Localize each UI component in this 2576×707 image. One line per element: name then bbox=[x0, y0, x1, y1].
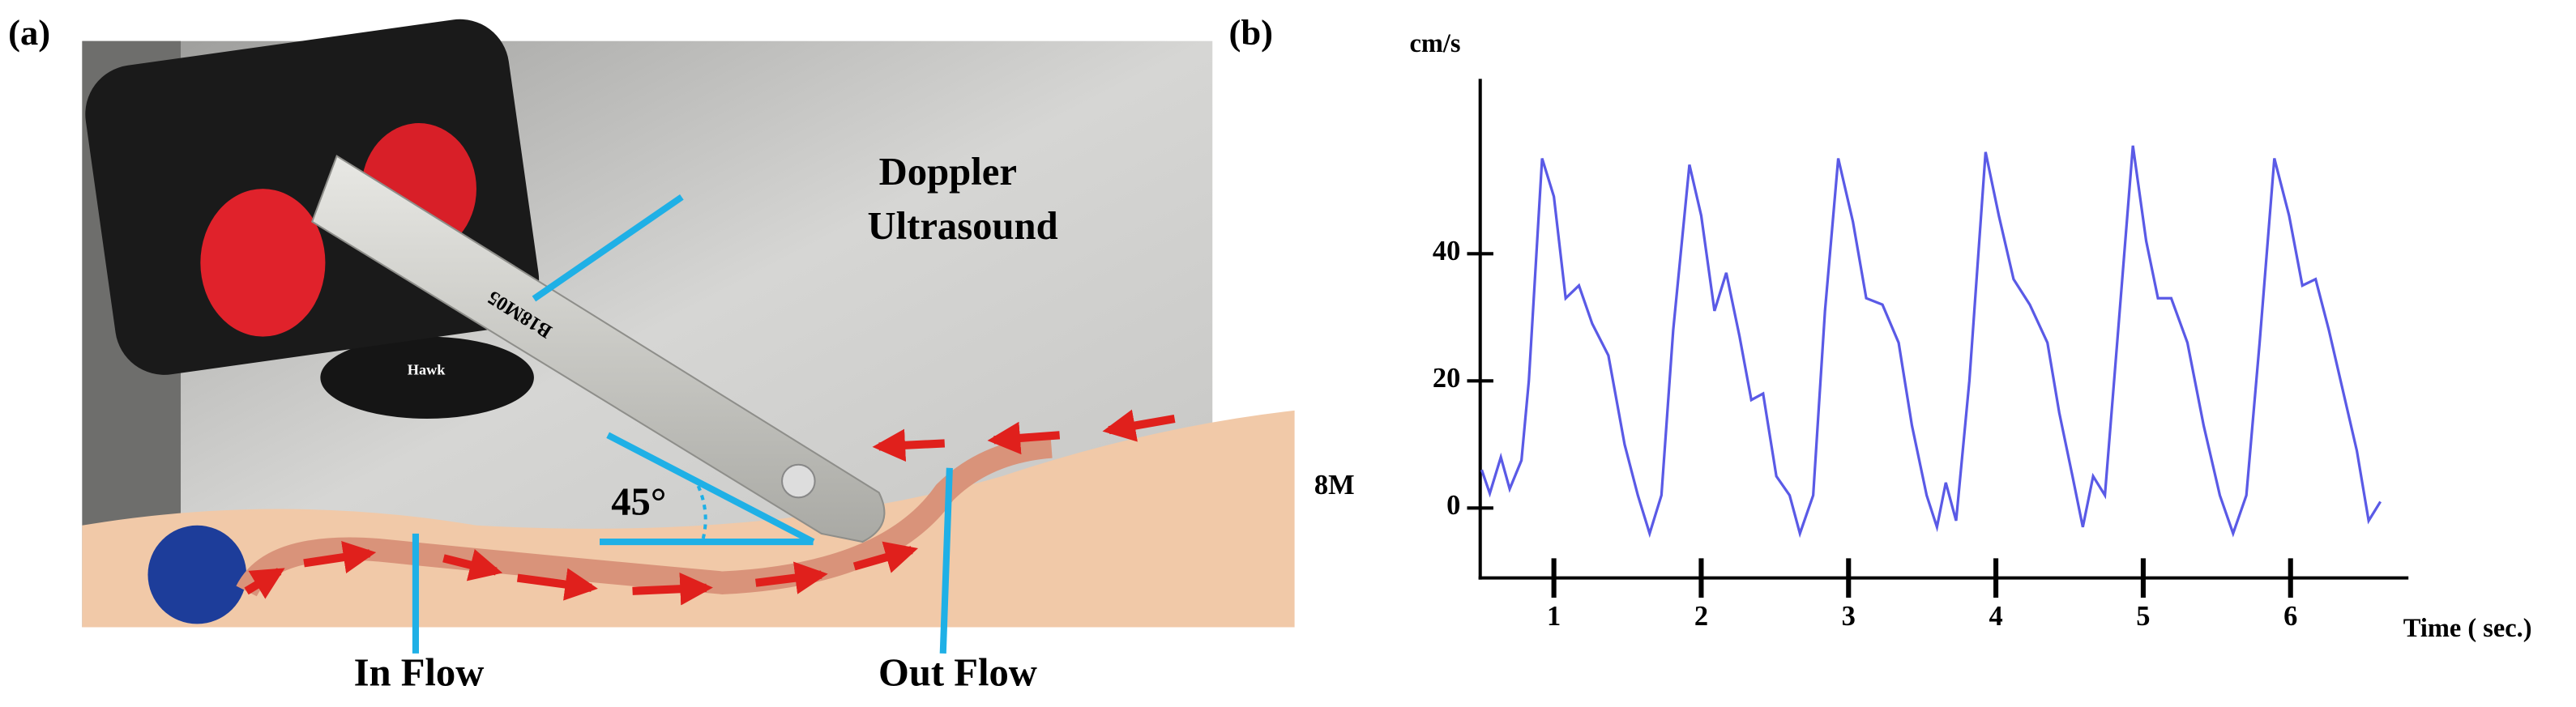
arrow bbox=[442, 549, 503, 581]
x-axis-label: Time ( sec.) bbox=[2403, 614, 2532, 643]
red-knob bbox=[200, 189, 326, 337]
photo: B18M05 Hawk bbox=[82, 19, 1295, 654]
y-axis-label: cm/s bbox=[1410, 29, 1461, 58]
angle-label: 45° bbox=[611, 480, 666, 524]
x-tick-label: 6 bbox=[2283, 601, 2297, 632]
pointer-line bbox=[532, 194, 684, 302]
arrow bbox=[244, 568, 285, 599]
holder-base bbox=[320, 336, 534, 419]
probe-title: Ultrasound bbox=[867, 204, 1057, 248]
arrow bbox=[632, 572, 713, 606]
out-flow-label: Out Flow bbox=[878, 650, 1037, 694]
y-tick-label: 20 bbox=[1433, 363, 1460, 394]
velocity-line bbox=[1480, 145, 2382, 539]
blue-knob bbox=[147, 525, 247, 624]
arrow bbox=[872, 428, 946, 462]
flow-arrows bbox=[244, 409, 1176, 606]
angle-line bbox=[606, 432, 815, 545]
panel-label: (a) bbox=[8, 12, 50, 53]
probe-button bbox=[781, 463, 816, 499]
panel-label: (b) bbox=[1229, 12, 1274, 53]
x-tick-label: 3 bbox=[1842, 601, 1856, 632]
arrow bbox=[516, 568, 598, 601]
arrow bbox=[987, 421, 1061, 455]
annotation-lines bbox=[412, 194, 953, 654]
arrow bbox=[754, 561, 828, 594]
arm-phantom bbox=[82, 410, 1295, 628]
arrow bbox=[852, 541, 919, 573]
holder-text: Hawk bbox=[408, 361, 446, 377]
probe bbox=[310, 155, 886, 543]
arrow bbox=[1102, 409, 1176, 442]
x-tick-label: 4 bbox=[1989, 601, 2002, 632]
x-tick-label: 1 bbox=[1547, 601, 1561, 632]
in-flow-label: In Flow bbox=[354, 650, 485, 694]
x-tick-label: 2 bbox=[1694, 601, 1708, 632]
arrow bbox=[303, 540, 377, 574]
x-tick-label: 5 bbox=[2136, 601, 2150, 632]
y-tick-label: 40 bbox=[1433, 236, 1460, 266]
probe-title: Doppler bbox=[879, 150, 1017, 194]
y-tick-label: 0 bbox=[1446, 490, 1460, 521]
pointer-line bbox=[939, 467, 953, 654]
side-label: 8M bbox=[1314, 470, 1355, 500]
